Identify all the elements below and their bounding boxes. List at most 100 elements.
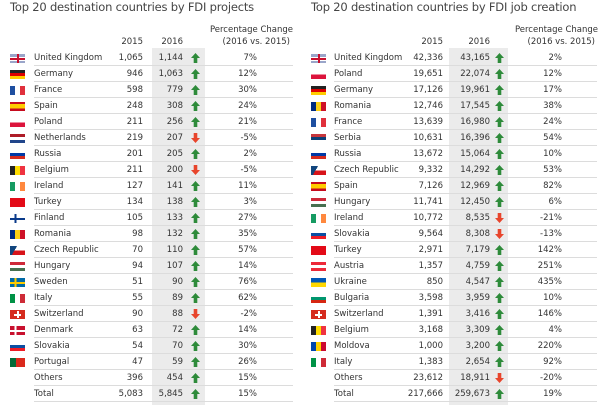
- value-2016: 19,961: [460, 85, 490, 95]
- value-2015: 12,746: [413, 101, 443, 111]
- value-2015: 127: [126, 181, 143, 191]
- arrow-up-icon: [495, 341, 504, 351]
- row-divider: [34, 161, 293, 162]
- flag-de-icon: [311, 86, 326, 95]
- row-divider: [334, 129, 597, 130]
- country-name: Slovakia: [34, 341, 70, 351]
- country-name: Czech Republic: [34, 245, 99, 255]
- percentage-change: -20%: [540, 373, 562, 383]
- arrow-up-icon: [495, 165, 504, 175]
- percentage-change: 14%: [238, 261, 257, 271]
- value-2015: 98: [132, 229, 143, 239]
- value-2016: 4,547: [465, 277, 490, 287]
- country-name: Switzerland: [34, 309, 84, 319]
- value-2016: 12,450: [460, 197, 490, 207]
- table-row: Italy 55 89 62%: [0, 290, 300, 306]
- header-2015: 2015: [421, 37, 443, 47]
- table-row: Bulgaria 3,598 3,959 10%: [305, 290, 600, 306]
- country-name: Moldova: [334, 341, 370, 351]
- row-divider: [334, 145, 597, 146]
- country-name: Spain: [334, 181, 358, 191]
- row-divider: [34, 353, 293, 354]
- value-2016: 110: [166, 245, 183, 255]
- country-name: Russia: [334, 149, 362, 159]
- percentage-change: 57%: [238, 245, 257, 255]
- table-row: Switzerland 1,391 3,416 146%: [305, 306, 600, 322]
- value-2015: 17,126: [413, 85, 443, 95]
- row-divider: [334, 385, 597, 386]
- row-divider: [34, 257, 293, 258]
- flag-hu-icon: [10, 262, 25, 271]
- arrow-up-icon: [191, 229, 200, 239]
- arrow-down-icon: [191, 133, 200, 143]
- row-divider: [34, 273, 293, 274]
- arrow-up-icon: [495, 53, 504, 63]
- percentage-change: 10%: [543, 149, 562, 159]
- value-2016: 5,845: [158, 389, 183, 399]
- value-2016: 16,980: [460, 117, 490, 127]
- table-row: Serbia 10,631 16,396 54%: [305, 130, 600, 146]
- value-2015: 1,065: [118, 53, 143, 63]
- table-row: Russia 13,672 15,064 10%: [305, 146, 600, 162]
- value-2015: 211: [126, 117, 143, 127]
- value-2015: 7,126: [418, 181, 443, 191]
- row-divider: [34, 401, 293, 402]
- row-divider: [334, 113, 597, 114]
- flag-ch-icon: [10, 310, 25, 319]
- flag-es-icon: [311, 182, 326, 191]
- country-name: Portugal: [34, 357, 70, 367]
- arrow-up-icon: [495, 133, 504, 143]
- country-name: France: [34, 85, 63, 95]
- percentage-change: 17%: [543, 85, 562, 95]
- value-2016: 1,063: [158, 69, 183, 79]
- table-row: Ireland 10,772 8,535 -21%: [305, 210, 600, 226]
- table-row: Others 396 454 15%: [0, 370, 300, 386]
- table-row: Moldova 1,000 3,200 220%: [305, 338, 600, 354]
- flag-at-icon: [311, 262, 326, 271]
- percentage-change: 82%: [543, 181, 562, 191]
- table-row: Denmark 63 72 14%: [0, 322, 300, 338]
- country-name: Austria: [334, 261, 365, 271]
- country-name: Bulgaria: [334, 293, 370, 303]
- value-2015: 55: [132, 293, 143, 303]
- percentage-change: 146%: [537, 309, 562, 319]
- flag-fr-icon: [10, 86, 25, 95]
- country-name: Total: [34, 389, 54, 399]
- percentage-change: -21%: [540, 213, 562, 223]
- flag-be-icon: [311, 326, 326, 335]
- value-2016: 72: [172, 325, 183, 335]
- table-row: Czech Republic 9,332 14,292 53%: [305, 162, 600, 178]
- value-2015: 47: [132, 357, 143, 367]
- row-divider: [334, 81, 597, 82]
- table-row: Russia 201 205 2%: [0, 146, 300, 162]
- arrow-up-icon: [495, 325, 504, 335]
- arrow-up-icon: [495, 245, 504, 255]
- row-divider: [34, 369, 293, 370]
- value-2016: 18,911: [460, 373, 490, 383]
- table-row: Total 5,083 5,845 15%: [0, 386, 300, 402]
- row-divider: [34, 65, 293, 66]
- percentage-change: 2%: [548, 53, 563, 63]
- country-name: Turkey: [334, 245, 362, 255]
- value-2015: 105: [126, 213, 143, 223]
- value-2015: 51: [132, 277, 143, 287]
- percentage-change: 24%: [238, 101, 257, 111]
- arrow-up-icon: [191, 389, 200, 399]
- country-name: Ukraine: [334, 277, 367, 287]
- value-2015: 134: [126, 197, 143, 207]
- country-name: Others: [334, 373, 363, 383]
- value-2016: 454: [166, 373, 183, 383]
- flag-fr-icon: [311, 118, 326, 127]
- value-2015: 3,598: [418, 293, 443, 303]
- value-2015: 219: [126, 133, 143, 143]
- table-row: Poland 211 256 21%: [0, 114, 300, 130]
- table-row: Hungary 94 107 14%: [0, 258, 300, 274]
- percentage-change: 30%: [238, 85, 257, 95]
- value-2015: 11,741: [413, 197, 443, 207]
- country-name: Turkey: [34, 197, 62, 207]
- percentage-change: 54%: [543, 133, 562, 143]
- table-row: United Kingdom 42,336 43,165 2%: [305, 50, 600, 66]
- value-2015: 9,332: [418, 165, 443, 175]
- country-name: Poland: [34, 117, 63, 127]
- arrow-up-icon: [495, 117, 504, 127]
